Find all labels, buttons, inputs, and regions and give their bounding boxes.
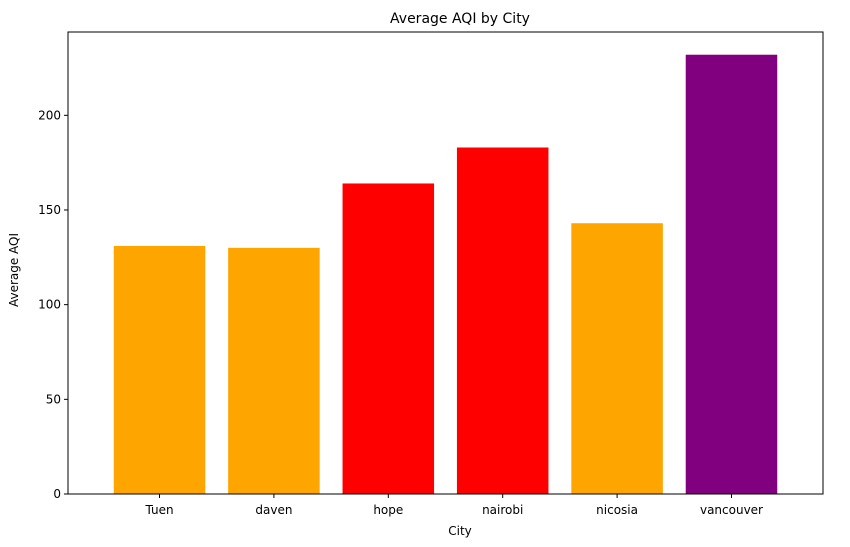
y-tick-label: 0: [53, 487, 61, 501]
y-tick-label: 50: [46, 392, 61, 406]
plot-frame: [67, 31, 824, 495]
bar-nicosia: [571, 223, 663, 494]
y-tick-label: 150: [38, 203, 61, 217]
y-tick-label: 200: [38, 108, 61, 122]
y-tick-label: 100: [38, 298, 61, 312]
bar-vancouver: [685, 54, 778, 494]
x-tick-label: nairobi: [482, 503, 523, 517]
x-tick-label: Tuen: [144, 503, 173, 517]
x-tick-label: hope: [373, 503, 403, 517]
x-tick-label: vancouver: [700, 503, 763, 517]
bar-hope: [342, 183, 435, 494]
x-axis-label: City: [448, 524, 472, 538]
x-tick-label: daven: [255, 503, 292, 517]
bar-daven: [228, 247, 320, 494]
y-axis-label: Average AQI: [7, 233, 21, 307]
chart-title: Average AQI by City: [390, 11, 530, 27]
bar-nairobi: [456, 147, 549, 494]
plot-area: Tuen daven hope nairobi nicosia vancouver 0 50 1…: [38, 31, 824, 517]
x-tick-label: nicosia: [596, 503, 638, 517]
bar-tuen: [113, 245, 206, 494]
